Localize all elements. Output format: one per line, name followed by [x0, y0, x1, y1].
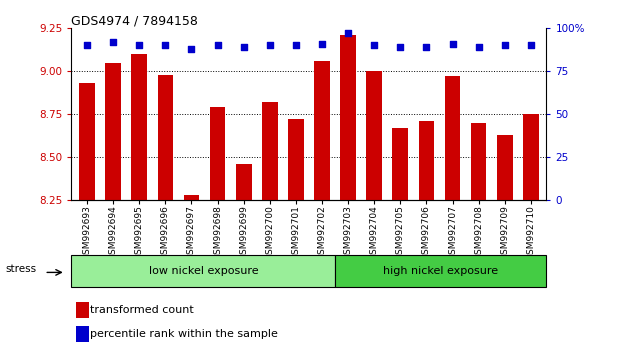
Point [212, 43, 222, 48]
Point [291, 43, 301, 48]
Point [186, 46, 196, 52]
Bar [158, 75, 173, 200]
Bar [335, 255, 546, 287]
Point [108, 39, 118, 45]
Bar [106, 63, 121, 200]
Point [82, 43, 92, 48]
Bar [340, 35, 356, 200]
Bar [419, 121, 434, 200]
Bar [132, 54, 147, 200]
Bar [79, 83, 95, 200]
Point [526, 43, 536, 48]
Point [265, 43, 274, 48]
Point [134, 43, 144, 48]
Bar [262, 102, 278, 200]
Bar [523, 114, 538, 200]
Point [422, 44, 432, 50]
Bar [76, 326, 89, 342]
Bar [184, 195, 199, 200]
Point [396, 44, 406, 50]
Point [238, 44, 248, 50]
Text: transformed count: transformed count [91, 305, 194, 315]
Text: GDS4974 / 7894158: GDS4974 / 7894158 [71, 14, 198, 27]
Bar [392, 128, 408, 200]
Bar [366, 71, 382, 200]
Bar [471, 123, 486, 200]
Bar [236, 164, 252, 200]
Point [343, 31, 353, 36]
Text: high nickel exposure: high nickel exposure [383, 266, 499, 276]
Bar [497, 135, 512, 200]
Point [369, 43, 379, 48]
Bar [71, 255, 335, 287]
Bar [314, 61, 330, 200]
Point [317, 41, 327, 47]
Text: stress: stress [6, 264, 37, 274]
Bar [445, 76, 460, 200]
Bar [76, 302, 89, 318]
Bar [288, 119, 304, 200]
Text: percentile rank within the sample: percentile rank within the sample [91, 329, 278, 339]
Point [500, 43, 510, 48]
Point [160, 43, 170, 48]
Text: low nickel exposure: low nickel exposure [148, 266, 258, 276]
Bar [210, 107, 225, 200]
Point [448, 41, 458, 47]
Point [474, 44, 484, 50]
